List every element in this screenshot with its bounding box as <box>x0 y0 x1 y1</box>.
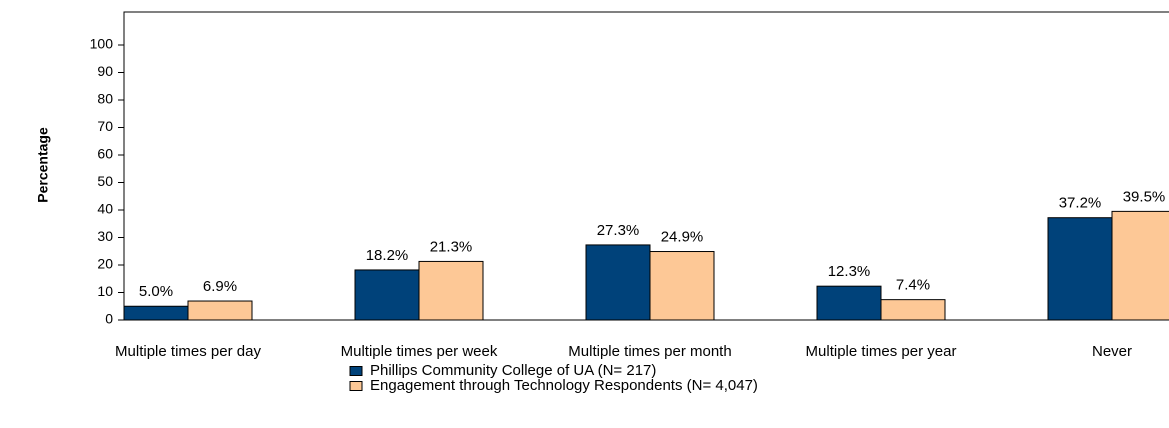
y-tick-label: 90 <box>97 63 113 79</box>
value-label: 12.3% <box>828 263 871 280</box>
value-label: 21.3% <box>430 238 473 255</box>
legend-swatch <box>349 366 363 376</box>
bar <box>418 260 484 321</box>
x-tick-label: Multiple times per week <box>341 343 498 360</box>
legend-swatch <box>349 381 363 391</box>
y-tick-label: 20 <box>97 256 113 272</box>
value-label: 27.3% <box>597 222 640 239</box>
bar <box>816 285 882 321</box>
legend-label: Engagement through Technology Respondent… <box>370 377 758 394</box>
x-tick-label: Never <box>1092 343 1132 360</box>
y-tick-label: 10 <box>97 283 113 299</box>
y-tick-label: 50 <box>97 173 113 189</box>
value-label: 37.2% <box>1059 195 1102 212</box>
y-tick-label: 60 <box>97 146 113 162</box>
bar <box>1047 217 1113 321</box>
bar <box>187 300 253 321</box>
x-tick-label: Multiple times per month <box>568 343 731 360</box>
x-tick-label: Multiple times per day <box>115 343 261 360</box>
value-label: 7.4% <box>896 277 930 294</box>
y-tick-label: 30 <box>97 228 113 244</box>
y-tick-label: 80 <box>97 91 113 107</box>
value-label: 5.0% <box>139 283 173 300</box>
legend-label: Phillips Community College of UA (N= 217… <box>370 362 656 379</box>
value-label: 24.9% <box>661 228 704 245</box>
y-tick-label: 40 <box>97 201 113 217</box>
value-label: 6.9% <box>203 278 237 295</box>
value-label: 18.2% <box>366 247 409 264</box>
bar <box>880 299 946 321</box>
bar <box>585 244 651 321</box>
y-axis-label: Percentage <box>35 127 51 203</box>
x-tick-label: Multiple times per year <box>806 343 957 360</box>
bar <box>123 305 189 321</box>
bar <box>1111 210 1169 321</box>
y-tick-label: 0 <box>105 311 113 327</box>
y-tick-label: 100 <box>90 36 114 52</box>
plot-frame <box>123 11 1169 321</box>
bar <box>354 269 420 321</box>
y-tick-label: 70 <box>97 118 113 134</box>
bar <box>649 251 715 321</box>
value-label: 39.5% <box>1123 188 1166 205</box>
